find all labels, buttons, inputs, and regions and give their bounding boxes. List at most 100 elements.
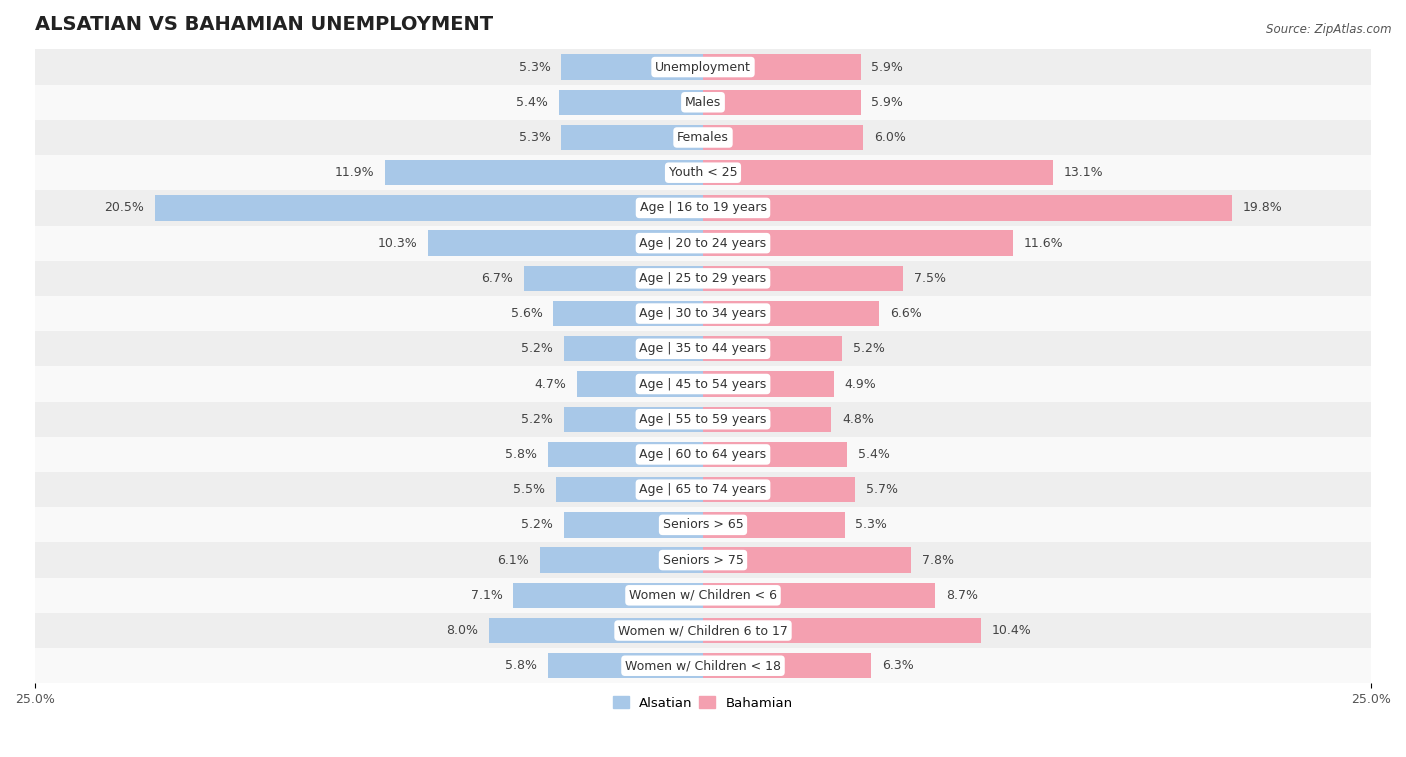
Bar — [35, 366, 1371, 402]
Legend: Alsatian, Bahamian: Alsatian, Bahamian — [607, 691, 799, 715]
Bar — [558, 89, 703, 115]
Bar — [35, 613, 1371, 648]
Text: Seniors > 65: Seniors > 65 — [662, 519, 744, 531]
Bar — [703, 266, 904, 291]
Text: 5.5%: 5.5% — [513, 483, 546, 496]
Text: Age | 55 to 59 years: Age | 55 to 59 years — [640, 413, 766, 425]
Bar — [703, 583, 935, 608]
Bar — [703, 372, 834, 397]
Bar — [703, 442, 848, 467]
Text: Age | 35 to 44 years: Age | 35 to 44 years — [640, 342, 766, 355]
Bar — [35, 648, 1371, 684]
Text: 10.4%: 10.4% — [991, 624, 1032, 637]
Bar — [548, 653, 703, 678]
Bar — [703, 547, 911, 573]
Text: 11.9%: 11.9% — [335, 167, 374, 179]
Bar — [35, 472, 1371, 507]
Bar — [35, 120, 1371, 155]
Bar — [35, 402, 1371, 437]
Bar — [35, 226, 1371, 260]
Text: 10.3%: 10.3% — [377, 237, 418, 250]
Bar — [35, 507, 1371, 543]
Bar — [427, 230, 703, 256]
Text: ALSATIAN VS BAHAMIAN UNEMPLOYMENT: ALSATIAN VS BAHAMIAN UNEMPLOYMENT — [35, 15, 494, 34]
Text: 19.8%: 19.8% — [1243, 201, 1282, 214]
Text: 6.3%: 6.3% — [882, 659, 914, 672]
Text: 5.2%: 5.2% — [522, 342, 554, 355]
Bar — [564, 336, 703, 361]
Text: Age | 45 to 54 years: Age | 45 to 54 years — [640, 378, 766, 391]
Text: 5.3%: 5.3% — [519, 131, 551, 144]
Text: 5.2%: 5.2% — [852, 342, 884, 355]
Text: Age | 30 to 34 years: Age | 30 to 34 years — [640, 307, 766, 320]
Bar — [564, 407, 703, 432]
Bar — [35, 543, 1371, 578]
Text: 5.3%: 5.3% — [519, 61, 551, 73]
Bar — [35, 578, 1371, 613]
Bar — [561, 125, 703, 150]
Text: 6.6%: 6.6% — [890, 307, 922, 320]
Bar — [703, 230, 1012, 256]
Bar — [703, 125, 863, 150]
Bar — [35, 296, 1371, 331]
Bar — [703, 55, 860, 79]
Text: 13.1%: 13.1% — [1064, 167, 1104, 179]
Bar — [703, 653, 872, 678]
Bar — [554, 301, 703, 326]
Bar — [489, 618, 703, 643]
Bar — [540, 547, 703, 573]
Bar — [703, 160, 1053, 185]
Text: 20.5%: 20.5% — [104, 201, 145, 214]
Bar — [513, 583, 703, 608]
Bar — [578, 372, 703, 397]
Text: Age | 20 to 24 years: Age | 20 to 24 years — [640, 237, 766, 250]
Text: Age | 60 to 64 years: Age | 60 to 64 years — [640, 448, 766, 461]
Text: Women w/ Children 6 to 17: Women w/ Children 6 to 17 — [619, 624, 787, 637]
Bar — [548, 442, 703, 467]
Text: Females: Females — [678, 131, 728, 144]
Text: Youth < 25: Youth < 25 — [669, 167, 737, 179]
Text: 6.0%: 6.0% — [875, 131, 905, 144]
Bar — [555, 477, 703, 503]
Text: 5.8%: 5.8% — [505, 659, 537, 672]
Bar — [703, 301, 879, 326]
Bar — [703, 195, 1232, 220]
Text: Males: Males — [685, 96, 721, 109]
Text: 6.7%: 6.7% — [481, 272, 513, 285]
Text: Source: ZipAtlas.com: Source: ZipAtlas.com — [1267, 23, 1392, 36]
Text: 11.6%: 11.6% — [1024, 237, 1063, 250]
Text: 5.3%: 5.3% — [855, 519, 887, 531]
Text: 5.7%: 5.7% — [866, 483, 898, 496]
Bar — [35, 85, 1371, 120]
Bar — [703, 477, 855, 503]
Text: Seniors > 75: Seniors > 75 — [662, 553, 744, 566]
Text: Age | 25 to 29 years: Age | 25 to 29 years — [640, 272, 766, 285]
Bar — [703, 89, 860, 115]
Text: 8.7%: 8.7% — [946, 589, 979, 602]
Bar — [561, 55, 703, 79]
Bar — [35, 331, 1371, 366]
Text: 4.8%: 4.8% — [842, 413, 875, 425]
Text: 5.9%: 5.9% — [872, 61, 903, 73]
Bar — [385, 160, 703, 185]
Bar — [35, 155, 1371, 190]
Bar — [703, 512, 845, 537]
Bar — [35, 49, 1371, 85]
Text: 6.1%: 6.1% — [498, 553, 529, 566]
Bar — [564, 512, 703, 537]
Text: 7.5%: 7.5% — [914, 272, 946, 285]
Text: 8.0%: 8.0% — [447, 624, 478, 637]
Text: 5.2%: 5.2% — [522, 519, 554, 531]
Text: 4.9%: 4.9% — [845, 378, 876, 391]
Text: 5.6%: 5.6% — [510, 307, 543, 320]
Text: 5.8%: 5.8% — [505, 448, 537, 461]
Bar — [703, 618, 981, 643]
Text: 5.9%: 5.9% — [872, 96, 903, 109]
Bar — [35, 190, 1371, 226]
Bar — [155, 195, 703, 220]
Text: 7.8%: 7.8% — [922, 553, 955, 566]
Text: Unemployment: Unemployment — [655, 61, 751, 73]
Text: Age | 65 to 74 years: Age | 65 to 74 years — [640, 483, 766, 496]
Bar — [703, 336, 842, 361]
Text: 7.1%: 7.1% — [471, 589, 502, 602]
